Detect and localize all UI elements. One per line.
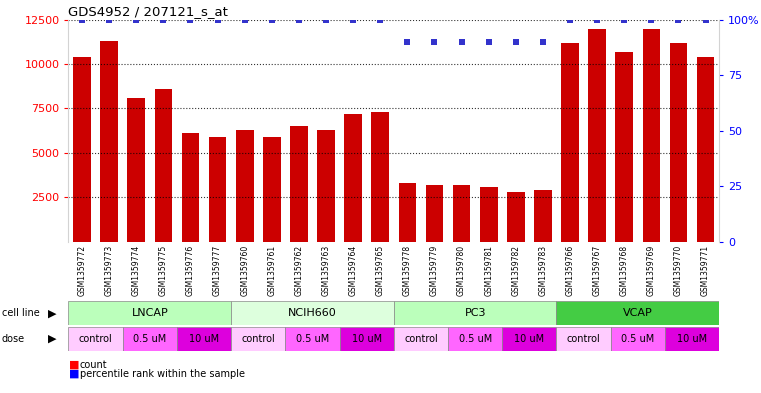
Bar	[263, 137, 281, 242]
Bar	[399, 183, 416, 242]
Bar	[453, 185, 470, 242]
Text: GSM1359777: GSM1359777	[213, 245, 222, 296]
Bar	[236, 130, 253, 242]
Bar	[231, 301, 394, 325]
Bar	[100, 41, 118, 242]
Text: GSM1359760: GSM1359760	[240, 245, 249, 296]
Text: VCAP: VCAP	[623, 308, 653, 318]
Bar	[534, 190, 552, 242]
Bar	[588, 29, 606, 242]
Text: GSM1359778: GSM1359778	[403, 245, 412, 296]
Text: control: control	[404, 334, 438, 344]
Bar	[68, 301, 231, 325]
Text: GSM1359774: GSM1359774	[132, 245, 141, 296]
Bar	[231, 327, 285, 351]
Bar	[317, 130, 335, 242]
Text: GSM1359773: GSM1359773	[105, 245, 113, 296]
Text: ■: ■	[68, 369, 79, 379]
Text: GSM1359769: GSM1359769	[647, 245, 656, 296]
Text: LNCAP: LNCAP	[132, 308, 168, 318]
Bar	[394, 327, 448, 351]
Text: GSM1359766: GSM1359766	[565, 245, 575, 296]
Text: control: control	[78, 334, 113, 344]
Bar	[425, 185, 444, 242]
Bar	[127, 98, 145, 242]
Bar	[154, 89, 172, 242]
Bar	[665, 327, 719, 351]
Bar	[123, 327, 177, 351]
Bar	[556, 327, 610, 351]
Text: GSM1359772: GSM1359772	[78, 245, 87, 296]
Text: GSM1359768: GSM1359768	[619, 245, 629, 296]
Bar	[209, 137, 227, 242]
Bar	[73, 57, 91, 242]
Bar	[339, 327, 394, 351]
Text: GSM1359782: GSM1359782	[511, 245, 521, 296]
Text: control: control	[241, 334, 275, 344]
Bar	[697, 57, 715, 242]
Bar	[371, 112, 389, 242]
Bar	[556, 301, 719, 325]
Bar	[448, 327, 502, 351]
Text: GSM1359780: GSM1359780	[457, 245, 466, 296]
Text: GSM1359767: GSM1359767	[593, 245, 602, 296]
Text: ■: ■	[68, 360, 79, 370]
Text: NCIH660: NCIH660	[288, 308, 337, 318]
Text: PC3: PC3	[464, 308, 486, 318]
Bar	[561, 43, 579, 242]
Bar	[177, 327, 231, 351]
Text: GSM1359763: GSM1359763	[322, 245, 330, 296]
Text: GSM1359781: GSM1359781	[484, 245, 493, 296]
Text: ▶: ▶	[48, 334, 56, 344]
Text: GSM1359779: GSM1359779	[430, 245, 439, 296]
Text: percentile rank within the sample: percentile rank within the sample	[80, 369, 245, 379]
Text: GSM1359775: GSM1359775	[159, 245, 168, 296]
Text: cell line: cell line	[2, 308, 40, 318]
Text: GSM1359783: GSM1359783	[539, 245, 547, 296]
Bar	[344, 114, 362, 242]
Text: 0.5 uM: 0.5 uM	[459, 334, 492, 344]
Text: 0.5 uM: 0.5 uM	[296, 334, 329, 344]
Bar	[480, 187, 498, 242]
Text: GSM1359762: GSM1359762	[295, 245, 304, 296]
Text: 10 uM: 10 uM	[352, 334, 382, 344]
Bar	[610, 327, 665, 351]
Bar	[68, 327, 123, 351]
Text: GSM1359764: GSM1359764	[349, 245, 358, 296]
Text: GSM1359761: GSM1359761	[267, 245, 276, 296]
Text: control: control	[567, 334, 600, 344]
Bar	[670, 43, 687, 242]
Text: count: count	[80, 360, 107, 370]
Bar	[616, 51, 633, 242]
Bar	[642, 29, 661, 242]
Bar	[182, 133, 199, 242]
Bar	[394, 301, 556, 325]
Text: 10 uM: 10 uM	[514, 334, 544, 344]
Text: 0.5 uM: 0.5 uM	[133, 334, 167, 344]
Text: 0.5 uM: 0.5 uM	[621, 334, 654, 344]
Text: dose: dose	[2, 334, 24, 344]
Text: GDS4952 / 207121_s_at: GDS4952 / 207121_s_at	[68, 6, 228, 18]
Bar	[290, 126, 307, 242]
Text: ▶: ▶	[48, 308, 56, 318]
Text: 10 uM: 10 uM	[189, 334, 219, 344]
Text: GSM1359771: GSM1359771	[701, 245, 710, 296]
Text: GSM1359765: GSM1359765	[376, 245, 385, 296]
Text: GSM1359776: GSM1359776	[186, 245, 195, 296]
Bar	[507, 192, 524, 242]
Text: 10 uM: 10 uM	[677, 334, 707, 344]
Text: GSM1359770: GSM1359770	[674, 245, 683, 296]
Bar	[502, 327, 556, 351]
Bar	[285, 327, 339, 351]
